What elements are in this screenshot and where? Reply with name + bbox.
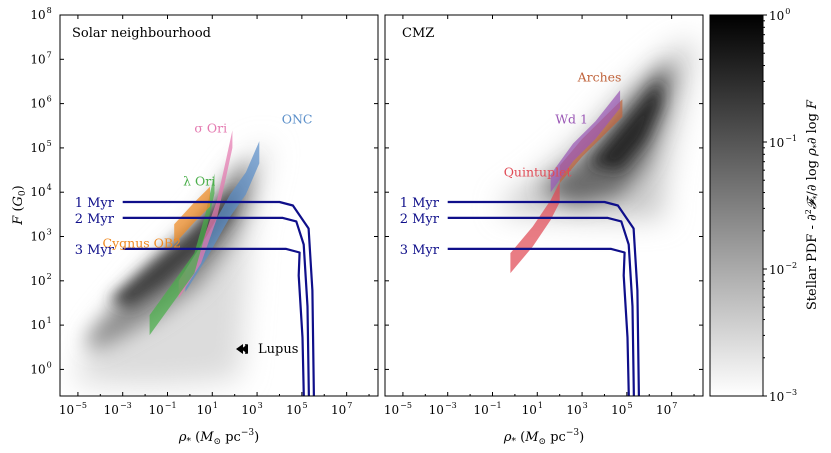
y-tick-label: 105 <box>30 139 51 155</box>
track-label: 1 Myr <box>400 196 440 211</box>
x-tick-label: 105 <box>611 401 632 417</box>
y-tick-label: 104 <box>30 183 51 199</box>
y-tick-label: 101 <box>30 316 51 332</box>
axes-frame-left <box>59 14 379 397</box>
region-label: Quintuplet <box>504 165 572 180</box>
colorbar-frame <box>709 14 764 397</box>
track-line <box>122 216 310 396</box>
track-label: 3 Myr <box>75 243 115 258</box>
track-label: 2 Myr <box>400 212 440 227</box>
x-tick-label: 107 <box>656 401 677 417</box>
region-label: σ Ori <box>194 120 227 135</box>
x-tick-label: 107 <box>331 401 352 417</box>
region-band-wd-1 <box>550 90 621 193</box>
y-tick-label: 107 <box>30 50 51 66</box>
panel-title-left: Solar neighbourhood <box>72 26 211 41</box>
region-band--ori <box>149 173 215 336</box>
y-tick-label: 102 <box>30 272 51 288</box>
track-line <box>447 247 630 396</box>
x-axis-label-right: ρ* (M⊙ pc−3) <box>503 428 584 447</box>
x-tick-label: 10−5 <box>384 401 412 417</box>
colorbar-tick-label: 10−1 <box>769 134 797 150</box>
x-tick-label: 10−1 <box>148 401 176 417</box>
colorbar-gradient <box>710 15 763 396</box>
x-tick-label: 10−3 <box>104 401 132 417</box>
region-label: λ Ori <box>183 174 215 189</box>
track-label: 1 Myr <box>75 196 115 211</box>
colorbar-tick-label: 10−3 <box>769 388 797 404</box>
colorbar-tick-label: 100 <box>769 7 790 23</box>
region-label: Cygnus OB2 <box>103 236 182 251</box>
y-tick-label: 108 <box>30 6 51 22</box>
density-core-right <box>590 80 660 170</box>
x-tick-label: 103 <box>566 401 587 417</box>
track-line <box>122 247 305 396</box>
lupus-label: Lupus <box>258 342 298 357</box>
track-line <box>447 216 635 396</box>
x-tick-label: 101 <box>197 401 218 417</box>
track-label: 2 Myr <box>75 212 115 227</box>
track-label: 3 Myr <box>400 243 440 258</box>
x-tick-label: 10−5 <box>59 401 87 417</box>
lupus-arrow-icon <box>236 344 248 354</box>
x-tick-label: 103 <box>241 401 262 417</box>
region-label: Arches <box>577 69 622 84</box>
region-label: ONC <box>282 112 313 127</box>
y-tick-label: 103 <box>30 228 51 244</box>
panel-title-right: CMZ <box>402 26 434 41</box>
region-band-quintuplet <box>510 182 560 274</box>
colorbar-ticks: 100 10−1 10−2 10−3 <box>763 7 797 404</box>
y-tick-label: 106 <box>30 95 51 111</box>
x-tick-label: 101 <box>522 401 543 417</box>
y-tick-label: 100 <box>30 360 51 376</box>
axes-frame-right <box>384 14 704 397</box>
colorbar: 100 10−1 10−2 10−3 Stellar PDF - ∂2𝓕*/∂ log… <box>709 7 821 404</box>
x-tick-label: 10−3 <box>429 401 457 417</box>
region-label: Wd 1 <box>555 112 588 127</box>
x-tick-label: 105 <box>286 401 307 417</box>
track-line <box>447 200 640 396</box>
density-mid-right <box>540 62 672 205</box>
colorbar-tick-label: 10−2 <box>769 261 797 277</box>
x-axis-label-left: ρ* (M⊙ pc−3) <box>178 428 259 447</box>
x-tick-label: 10−1 <box>473 401 501 417</box>
track-line <box>122 200 315 396</box>
y-axis-label: F (G0) <box>11 185 28 225</box>
lupus-marker: Lupus <box>236 342 298 357</box>
colorbar-label: Stellar PDF - ∂2𝓕*/∂ log ρ*∂ log F <box>804 99 821 310</box>
